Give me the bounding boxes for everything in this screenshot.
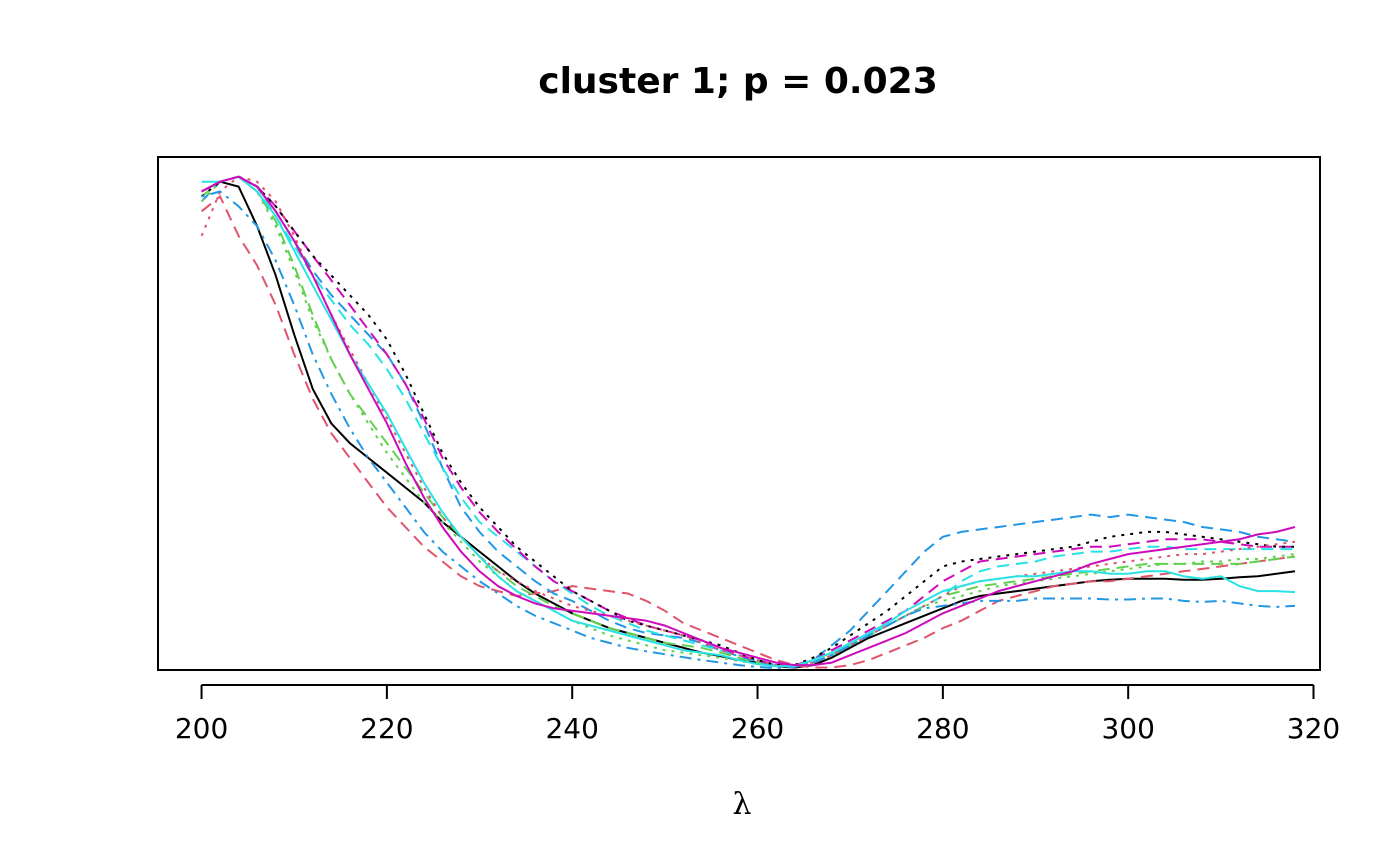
series-line-1 — [201, 180, 1296, 669]
x-tick-label-320: 320 — [1287, 712, 1340, 745]
x-tick-label-300: 300 — [1101, 712, 1154, 745]
series-line-12 — [201, 175, 1296, 667]
x-tick-label-260: 260 — [731, 712, 784, 745]
x-tick-label-200: 200 — [175, 712, 228, 745]
x-tick-label-240: 240 — [545, 712, 598, 745]
plot-frame — [157, 156, 1321, 671]
series-line-11 — [201, 175, 1296, 668]
series-group — [200, 175, 1296, 670]
series-line-2 — [200, 194, 1296, 669]
x-axis-label: λ — [732, 787, 751, 822]
series-line-10 — [201, 190, 1296, 670]
series-line-9 — [200, 175, 1296, 668]
series-line-5 — [201, 175, 1295, 668]
x-axis: 200 220 240 260 280 300 320 — [175, 684, 1340, 745]
series-line-7 — [200, 175, 1295, 667]
x-tick-label-220: 220 — [360, 712, 413, 745]
series-line-8 — [200, 175, 1296, 668]
series-line-6 — [201, 175, 1295, 667]
series-line-4 — [200, 175, 1296, 668]
chart-title: cluster 1; p = 0.023 — [538, 61, 938, 102]
x-tick-label-280: 280 — [916, 712, 969, 745]
series-line-3 — [200, 175, 1296, 668]
